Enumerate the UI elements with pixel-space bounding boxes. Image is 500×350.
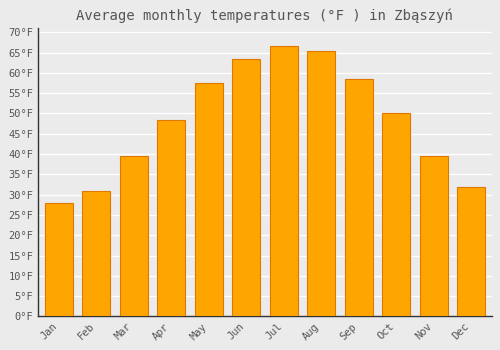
Bar [82, 191, 110, 316]
Bar [194, 83, 223, 316]
Bar [457, 187, 485, 316]
Bar [120, 156, 148, 316]
Bar [270, 47, 297, 316]
Bar [344, 79, 372, 316]
Bar [232, 58, 260, 316]
Bar [382, 113, 410, 316]
Bar [157, 120, 186, 316]
Bar [307, 50, 335, 316]
Bar [420, 156, 448, 316]
Bar [45, 203, 73, 316]
Title: Average monthly temperatures (°F ) in Zbąszyń: Average monthly temperatures (°F ) in Zb… [76, 8, 454, 23]
